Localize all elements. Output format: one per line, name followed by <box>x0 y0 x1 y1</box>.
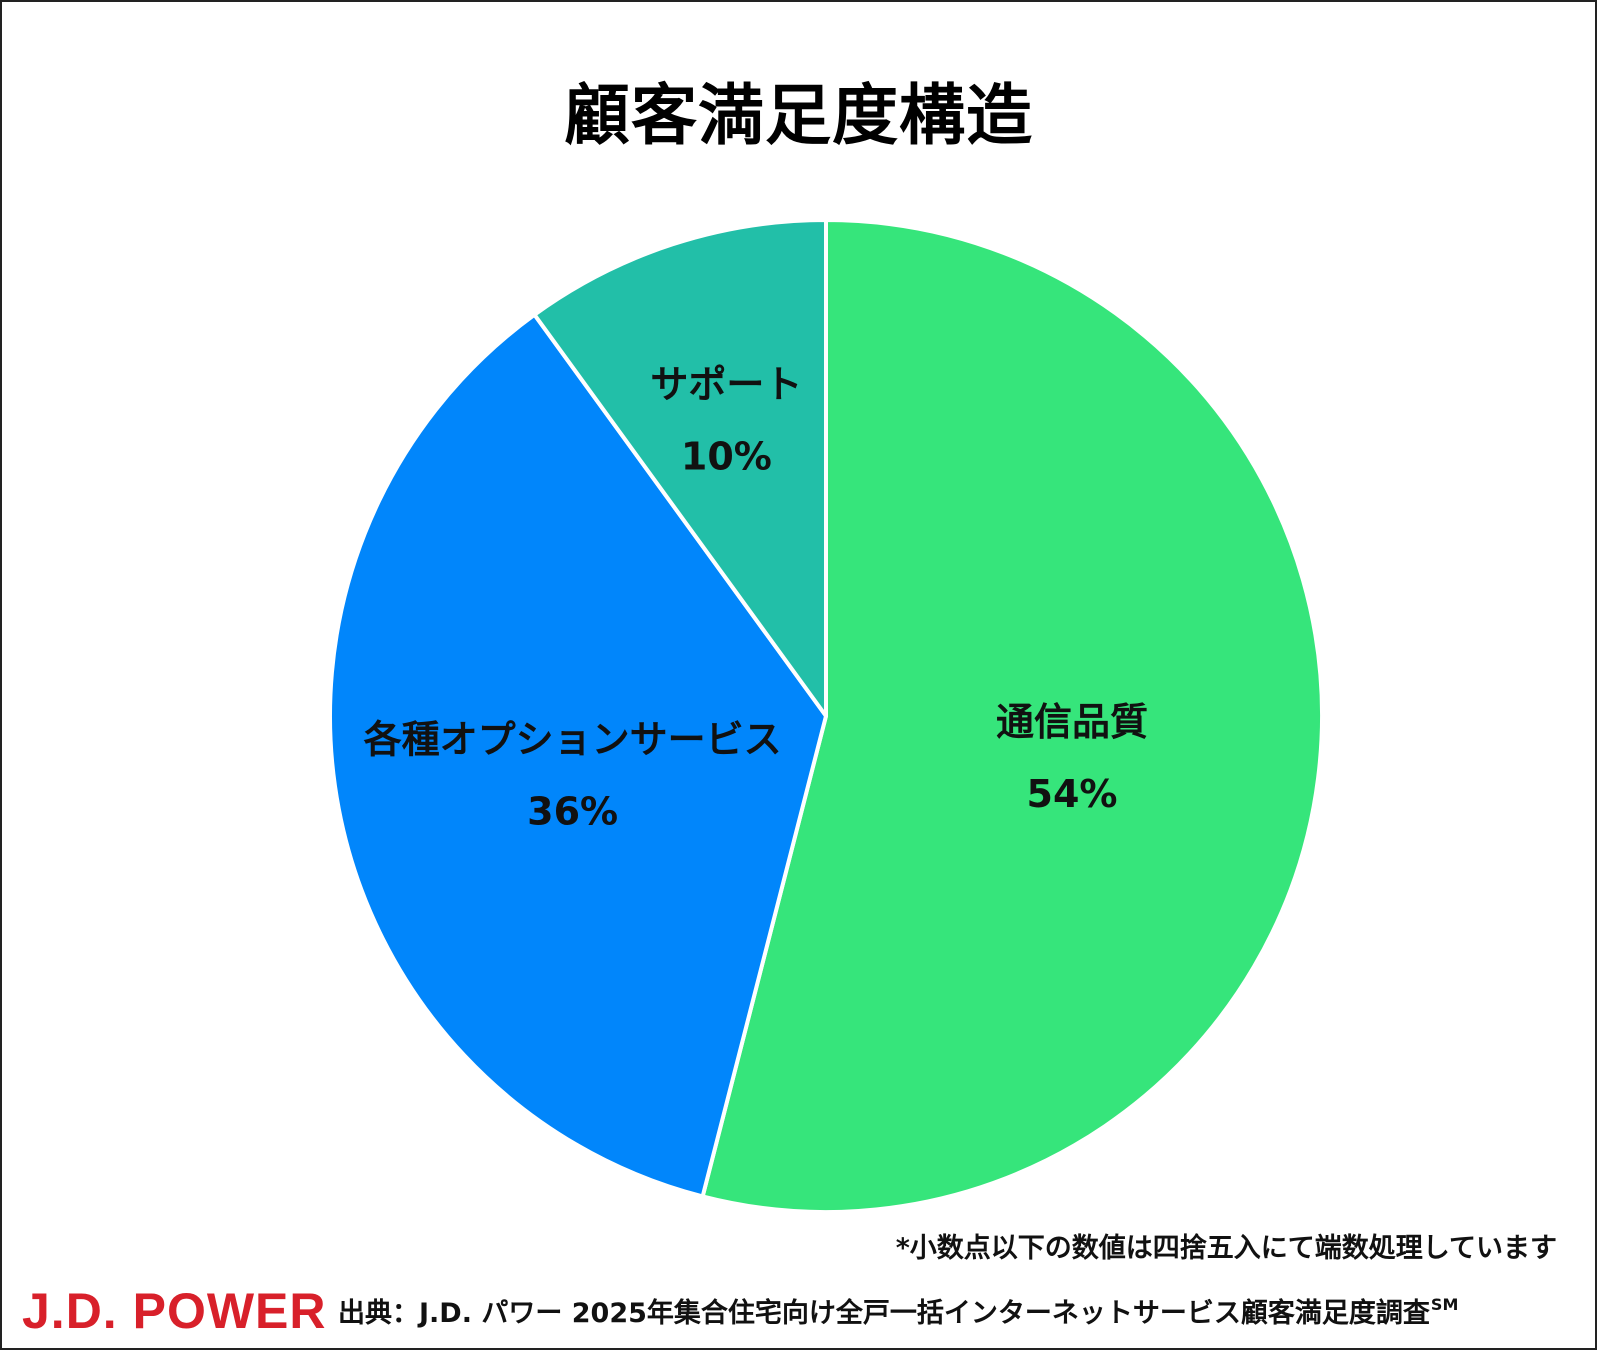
pie-slice <box>700 218 1324 1214</box>
pie-slice <box>532 218 828 718</box>
slice-value-label: 10% <box>681 434 772 478</box>
source-label: 出典：J.D. パワー 2025年集合住宅向け全戸一括インターネットサービス顧客… <box>338 1298 1430 1329</box>
footnote: *小数点以下の数値は四捨五入にて端数処理しています <box>895 1233 1557 1264</box>
slice-value-label: 36% <box>527 789 618 833</box>
source-text: 出典：J.D. パワー 2025年集合住宅向け全戸一括インターネットサービス顧客… <box>338 1291 1458 1330</box>
service-mark: SM <box>1430 1295 1459 1314</box>
slice-name-label: サポート <box>650 362 802 406</box>
jd-power-logo: J.D. POWER <box>22 1283 327 1339</box>
chart-title: 顧客満足度構造 <box>564 77 1033 154</box>
pie-slice <box>328 312 828 1199</box>
slice-name-label: 各種オプションサービス <box>364 717 782 761</box>
slice-name-label: 通信品質 <box>996 700 1148 744</box>
slice-value-label: 54% <box>1027 772 1118 816</box>
